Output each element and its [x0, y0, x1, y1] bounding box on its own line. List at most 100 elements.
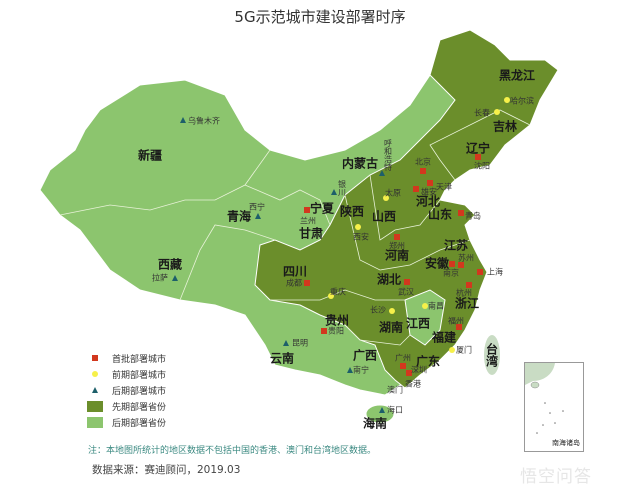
province-label: 青海: [226, 209, 252, 224]
city-label: 广州: [395, 353, 411, 363]
city-label: 兰州: [300, 216, 316, 226]
legend-label: 后期部署城市: [112, 386, 167, 397]
early-city-marker: [494, 109, 500, 115]
late-city-marker: [172, 275, 178, 281]
first-batch-city-marker: [458, 262, 464, 268]
city-label: 重庆: [330, 287, 346, 297]
city-label: 拉萨: [152, 273, 168, 283]
city-label: 香港: [405, 379, 421, 389]
late-city-marker: [379, 407, 385, 413]
first-batch-city-marker: [413, 186, 419, 192]
city-label: 北京: [415, 157, 431, 167]
first-batch-city-marker: [475, 154, 481, 160]
city-label: 雄安: [421, 187, 437, 197]
late-city-marker: [331, 189, 337, 195]
city-label: 武汉: [398, 287, 414, 297]
province-label: 河北: [415, 194, 441, 209]
city-label: 南京: [443, 268, 459, 278]
province-label: 黑龙江: [498, 68, 536, 83]
province-label: 山西: [371, 209, 397, 224]
city-label: 杭州: [456, 288, 472, 298]
city-label: 深圳: [411, 365, 427, 375]
early-city-marker: [355, 224, 361, 230]
province-label: 西藏: [157, 257, 183, 272]
yellow-dot-icon: [92, 371, 98, 377]
province-label: 湖北: [376, 272, 402, 287]
late-city-marker: [347, 367, 353, 373]
first-batch-city-marker: [304, 207, 310, 213]
city-label: 昆明: [292, 338, 308, 348]
province-label: 浙江: [454, 296, 480, 311]
early-city-marker: [449, 347, 455, 353]
province-label: 吉林: [492, 119, 518, 134]
legend-item-first-batch: 首批部署城市: [86, 350, 166, 366]
province-label: 内蒙古: [341, 156, 379, 171]
late-city-marker: [180, 117, 186, 123]
province-label: 福建: [431, 330, 457, 345]
first-batch-city-marker: [466, 282, 472, 288]
red-square-icon: [92, 355, 98, 361]
early-city-marker: [383, 195, 389, 201]
legend-label: 后期部署省份: [112, 418, 167, 429]
early-city-marker: [504, 97, 510, 103]
late-city-marker: [255, 213, 261, 219]
city-label: 南宁: [353, 365, 369, 375]
city-label: 贵阳: [328, 326, 344, 336]
city-label: 南昌: [428, 301, 444, 311]
first-batch-city-marker: [458, 210, 464, 216]
dark-green-box-icon: [87, 400, 103, 412]
province-label: 四川: [282, 264, 308, 279]
province-label: 江苏: [443, 238, 469, 253]
city-label: 海口: [387, 405, 403, 415]
legend-item-early-province: 先期部署省份: [86, 398, 166, 414]
first-batch-city-marker: [420, 168, 426, 174]
legend-label: 先期部署省份: [112, 402, 167, 413]
province-borders: [59, 109, 531, 346]
city-label: 沈阳: [474, 161, 490, 171]
city-label: 西安: [353, 232, 369, 242]
first-batch-city-marker: [427, 180, 433, 186]
city-label: 福州: [448, 316, 464, 326]
city-label: 哈尔滨: [510, 96, 534, 106]
city-label: 成都: [286, 278, 302, 288]
city-label: 长春: [474, 108, 490, 118]
province-label: 山东: [427, 207, 453, 222]
first-batch-city-marker: [404, 279, 410, 285]
hainan-island: [365, 404, 395, 424]
first-batch-city-marker: [321, 328, 327, 334]
watermark: 悟空问答: [520, 467, 592, 487]
first-batch-city-marker: [406, 370, 412, 376]
province-label: 安徽: [424, 256, 450, 271]
city-label: 苏州: [458, 253, 474, 263]
province-label: 陕西: [339, 204, 365, 219]
late-city-marker: [283, 340, 289, 346]
province-label: 甘肃: [298, 226, 324, 241]
city-label: 长沙: [370, 305, 386, 315]
light-green-box-icon: [87, 416, 103, 428]
province-label: 河南: [384, 248, 410, 263]
first-batch-city-marker: [456, 324, 462, 330]
province-label: 广西: [352, 348, 378, 363]
legend-item-late-city: 后期部署城市: [86, 382, 166, 398]
legend-item-late-province: 后期部署省份: [86, 414, 166, 430]
inset-map: [525, 363, 564, 434]
province-label: 云南: [269, 351, 295, 366]
city-label: 呼和浩特: [383, 139, 393, 171]
taiwan-island: [484, 335, 500, 375]
data-source: 数据来源：赛迪顾问，2019.03: [92, 464, 241, 476]
city-label: 银川: [337, 180, 347, 196]
province-label: 贵州: [324, 313, 350, 328]
city-label: 上海: [487, 267, 503, 277]
city-label: 乌鲁木齐: [188, 116, 220, 126]
inset-label: 南海诸岛: [552, 439, 580, 447]
province-label: 江西: [405, 316, 431, 331]
triangle-icon: [92, 387, 98, 393]
city-label: 太原: [385, 188, 401, 198]
legend-label: 首批部署城市: [112, 354, 167, 365]
city-label: 郑州: [389, 241, 405, 251]
first-batch-city-marker: [449, 261, 455, 267]
first-batch-city-marker: [477, 269, 483, 275]
early-city-marker: [422, 303, 428, 309]
city-label: 青岛: [465, 211, 481, 221]
city-label: 西宁: [249, 202, 265, 212]
